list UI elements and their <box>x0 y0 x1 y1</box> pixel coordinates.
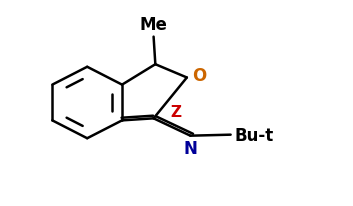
Text: Me: Me <box>140 15 168 33</box>
Text: N: N <box>184 139 197 157</box>
Text: Z: Z <box>170 104 181 119</box>
Text: O: O <box>192 67 207 85</box>
Text: Bu-t: Bu-t <box>234 126 273 144</box>
